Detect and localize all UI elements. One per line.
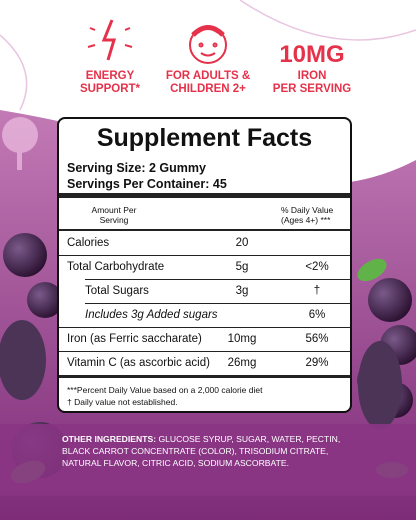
badge-text: IRON: [297, 70, 327, 82]
badge-text: PER SERVING: [272, 83, 352, 95]
nutrient: Includes 3g Added sugars: [85, 309, 218, 321]
nutrient: Total Sugars: [85, 285, 149, 297]
fact-row: Total Sugars 3g †: [85, 285, 321, 297]
rule: [59, 375, 350, 378]
rule: [59, 351, 350, 352]
footnote: ***Percent Daily Value based on a 2,000 …: [67, 385, 263, 395]
ingredients: OTHER INGREDIENTS: GLUCOSE SYRUP, SUGAR,…: [62, 433, 354, 469]
facts-title: Supplement Facts: [96, 124, 313, 152]
rule: [59, 255, 350, 256]
rule: [59, 229, 350, 231]
rule: [59, 193, 350, 198]
footnote: † Daily value not established.: [67, 397, 178, 407]
badge-text: SUPPORT*: [79, 83, 141, 95]
fact-row: Includes 3g Added sugars 6%: [85, 309, 326, 321]
nutrient: Vitamin C (as ascorbic acid): [67, 357, 210, 369]
rule: [85, 279, 350, 280]
badge: FOR ADULTS & CHILDREN 2+: [148, 70, 268, 96]
nutrient: Calories: [67, 237, 110, 249]
serving-size: Serving Size: 2 Gummy: [67, 161, 206, 175]
ingredients-text: GLUCOSE SYRUP, SUGAR, WATER, PECTIN, BLA…: [62, 434, 341, 468]
rule: [59, 327, 350, 328]
fact-row: Vitamin C (as ascorbic acid) 26mg 29%: [67, 357, 329, 369]
nutrient: Total Carbohydrate: [67, 261, 165, 273]
badge-title: 10MG: [279, 41, 345, 68]
ingredients-label: OTHER INGREDIENTS:: [62, 434, 157, 444]
fact-row: Calories 20: [67, 237, 249, 249]
column-header: Amount Per Serving: [91, 205, 137, 225]
rule: [85, 303, 350, 304]
badge-text: FOR ADULTS &: [165, 70, 251, 82]
column-header: % Daily Value (Ages 4+) ***: [281, 205, 334, 225]
badge-text: ENERGY: [85, 70, 135, 82]
badge: ENERGY SUPPORT*: [50, 70, 170, 96]
fact-row: Total Carbohydrate 5g <2%: [67, 261, 329, 273]
badge: 10MG IRON PER SERVING: [252, 40, 372, 96]
nutrient: Iron (as Ferric saccharate): [67, 333, 202, 345]
badge-text: CHILDREN 2+: [170, 83, 246, 95]
facts-panel: Supplement Facts Serving Size: 2 Gummy S…: [57, 117, 352, 413]
fact-row: Iron (as Ferric saccharate) 10mg 56%: [67, 333, 329, 345]
servings: Servings Per Container: 45: [67, 177, 227, 191]
